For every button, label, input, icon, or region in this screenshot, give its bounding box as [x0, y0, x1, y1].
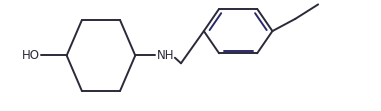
Text: HO: HO [21, 49, 40, 62]
Text: NH: NH [157, 49, 174, 62]
